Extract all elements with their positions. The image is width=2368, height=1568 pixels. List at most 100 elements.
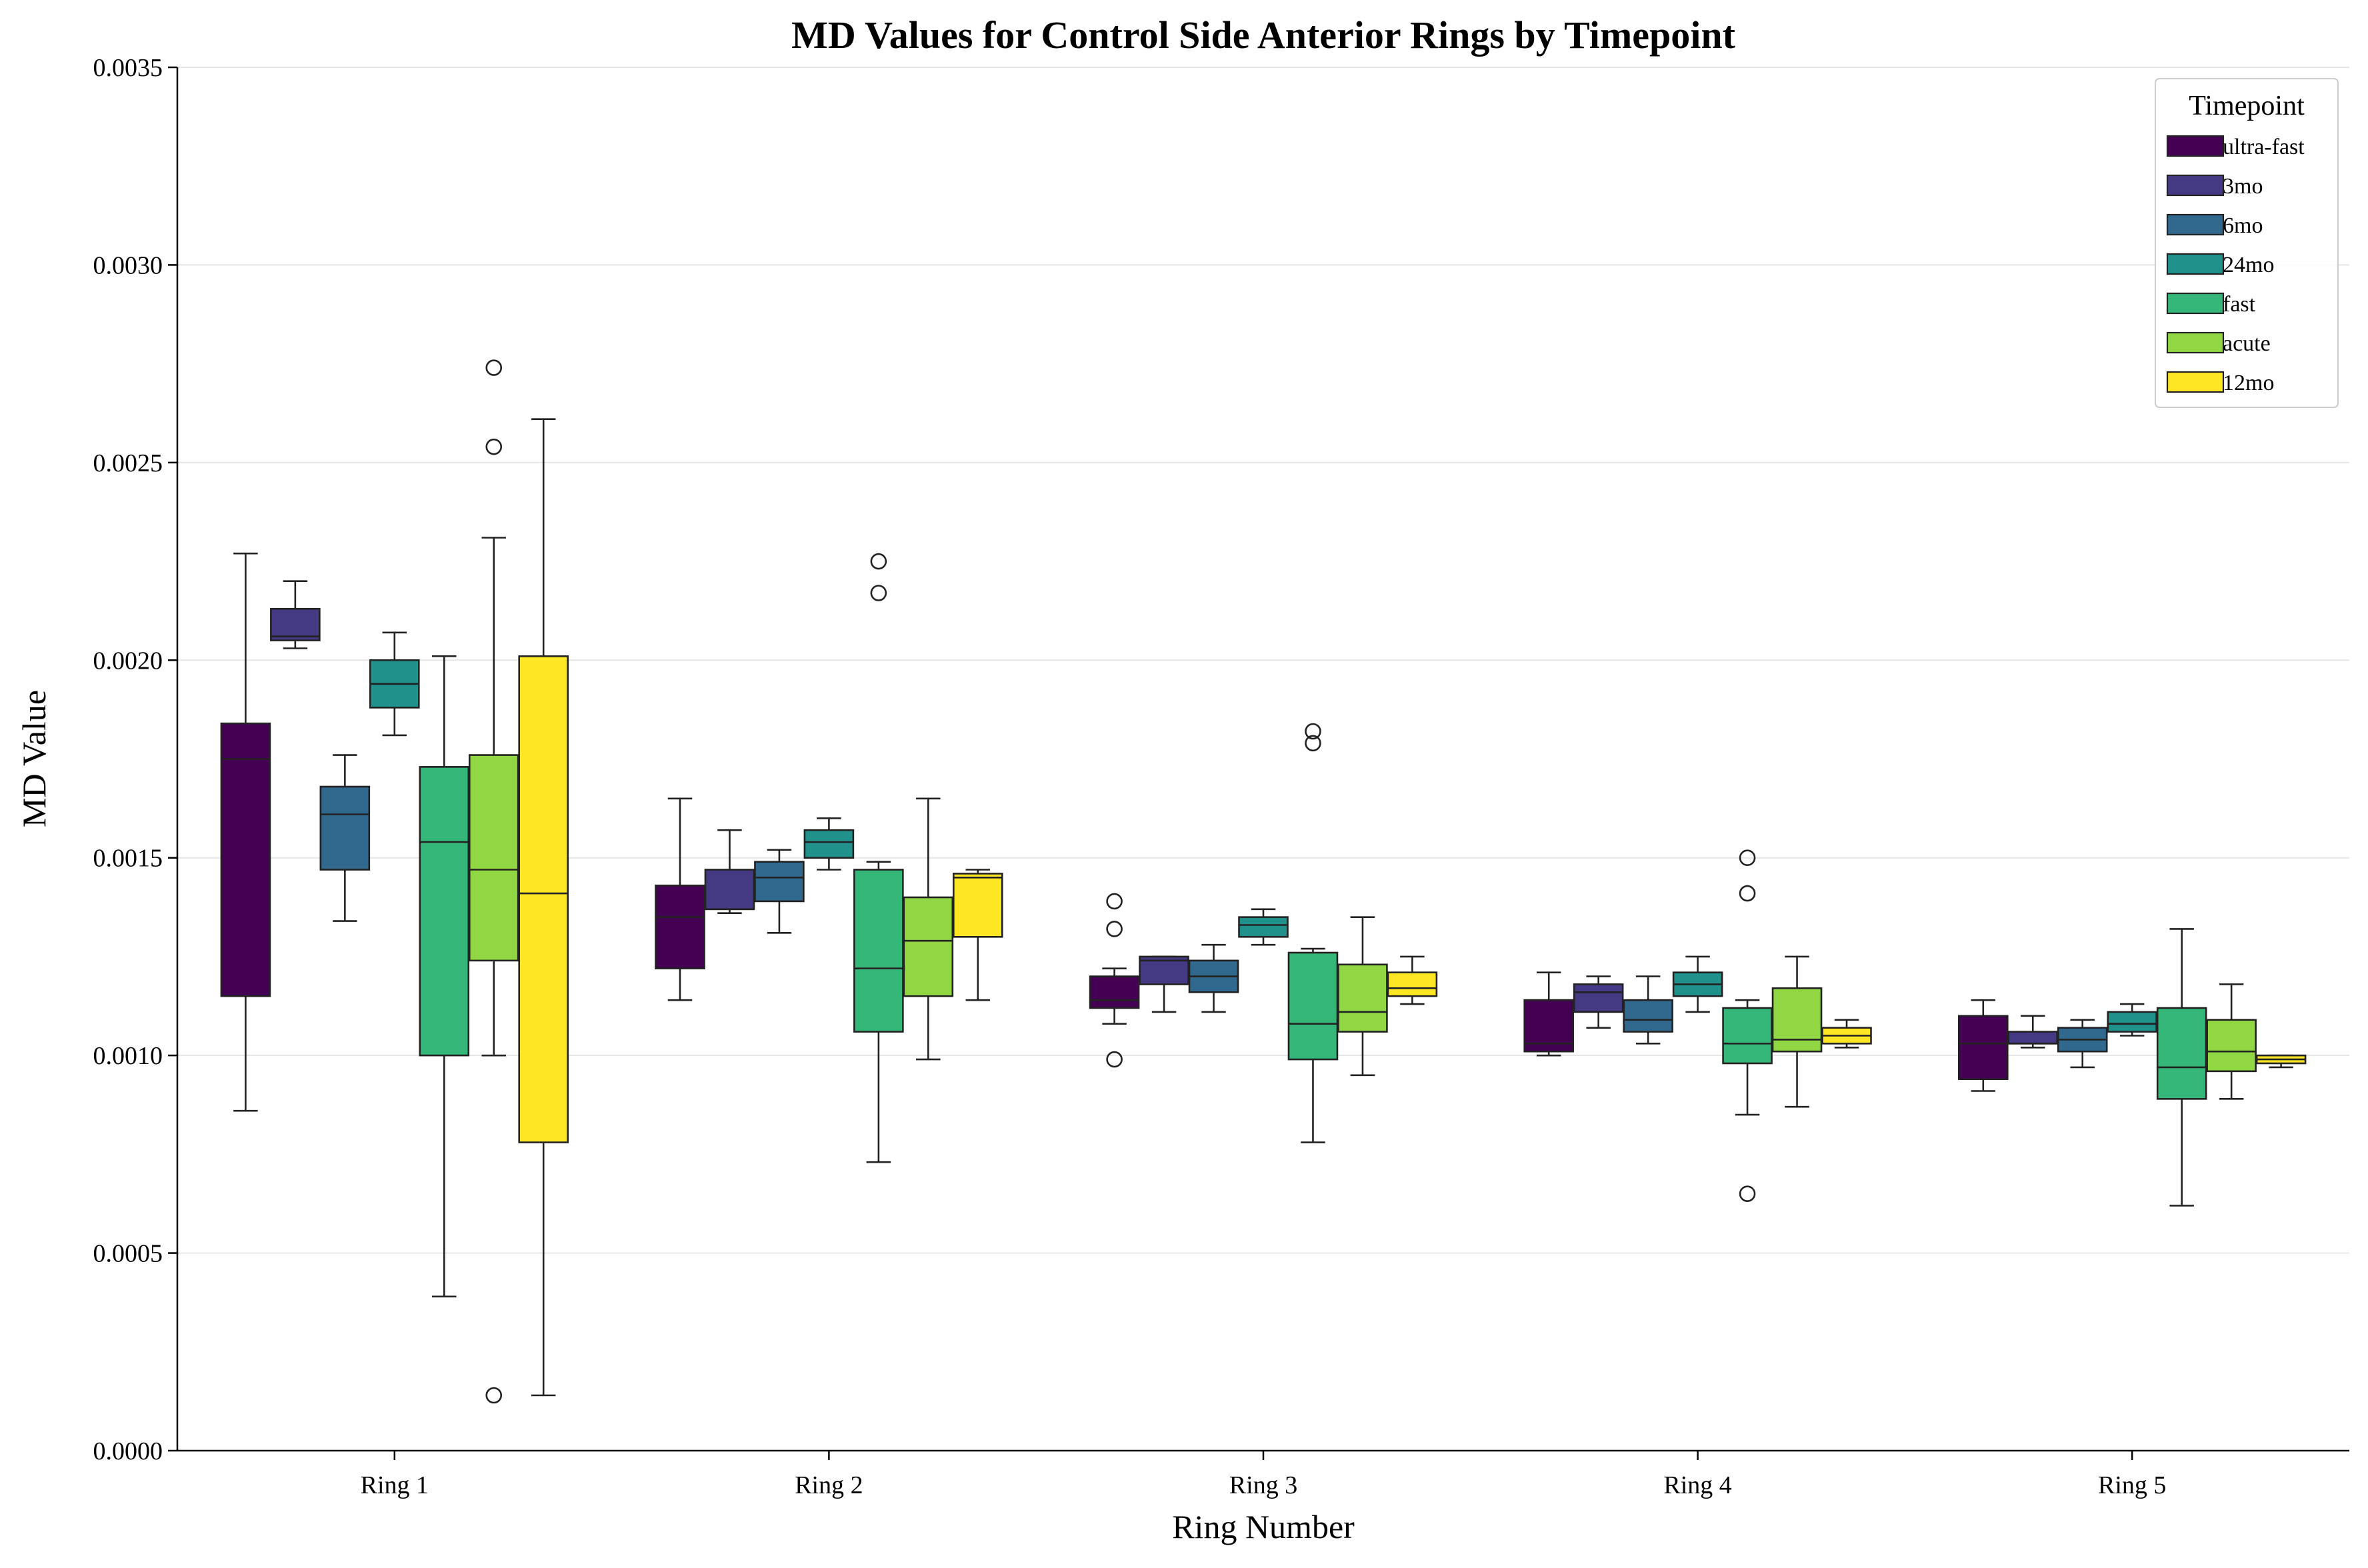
- box-6mo-ring-2: [754, 849, 805, 934]
- box-iqr: [1958, 1015, 2009, 1081]
- outlier-point: [1305, 723, 1321, 740]
- y-tick-label: 0.0025: [93, 449, 163, 477]
- x-tick-label: Ring 3: [1229, 1471, 1297, 1499]
- y-axis-label: MD Value: [15, 690, 53, 827]
- box-24mo-ring-1: [369, 631, 420, 737]
- y-tick-label: 0.0010: [93, 1042, 163, 1070]
- legend-item-ultra-fast: ultra-fast: [2166, 135, 2305, 159]
- box-acute-ring-3: [1337, 916, 1388, 1077]
- box-ultra-fast-ring-1: [220, 552, 271, 1112]
- outlier-point: [870, 553, 887, 570]
- box-24mo-ring-5: [2107, 1003, 2157, 1037]
- legend-item-12mo: 12mo: [2166, 371, 2274, 395]
- box-ultra-fast-ring-2: [655, 797, 705, 1001]
- box-12mo-ring-5: [2255, 1054, 2307, 1069]
- box-24mo-ring-3: [1238, 908, 1289, 946]
- box-iqr: [2156, 1007, 2207, 1100]
- box-3mo-ring-5: [2007, 1015, 2059, 1049]
- box-iqr: [1089, 975, 1140, 1009]
- box-iqr: [1387, 971, 1438, 997]
- legend-label: 12mo: [2223, 371, 2274, 395]
- box-acute-ring-5: [2206, 983, 2257, 1100]
- box-acute-ring-1: [468, 359, 519, 1404]
- box-iqr: [1771, 987, 1823, 1053]
- x-tick-label: Ring 1: [361, 1471, 429, 1499]
- box-3mo-ring-4: [1573, 975, 1624, 1029]
- box-iqr: [1573, 983, 1624, 1013]
- box-fast-ring-3: [1287, 723, 1339, 1143]
- box-iqr: [655, 884, 705, 970]
- box-12mo-ring-1: [518, 418, 569, 1397]
- box-ultra-fast-ring-4: [1523, 971, 1574, 1057]
- box-iqr: [754, 861, 805, 903]
- legend-title: Timepoint: [2189, 91, 2305, 121]
- box-6mo-ring-1: [319, 754, 371, 922]
- legend-swatch: [2166, 331, 2225, 354]
- legend-items: ultra-fast 3mo 6mo 24mo fast acute 12mo: [2166, 135, 2305, 395]
- outlier-point: [870, 585, 887, 601]
- legend-swatch: [2166, 292, 2225, 315]
- box-3mo-ring-3: [1139, 955, 1189, 1013]
- box-12mo-ring-4: [1821, 1019, 1872, 1049]
- box-iqr: [220, 722, 271, 997]
- box-iqr: [803, 829, 855, 859]
- box-iqr: [2206, 1019, 2257, 1073]
- outlier-point: [1106, 921, 1123, 937]
- x-tick-label: Ring 4: [1663, 1471, 1731, 1499]
- box-12mo-ring-2: [953, 869, 1003, 1001]
- legend-label: 24mo: [2223, 253, 2274, 277]
- box-3mo-ring-2: [704, 829, 755, 915]
- legend-item-fast: fast: [2166, 292, 2256, 317]
- box-fast-ring-5: [2156, 928, 2207, 1207]
- x-tick-label: Ring 2: [795, 1471, 863, 1499]
- outlier-point: [1739, 885, 1756, 902]
- box-iqr: [419, 766, 470, 1057]
- legend-label: 6mo: [2223, 213, 2263, 238]
- box-acute-ring-4: [1771, 955, 1823, 1108]
- legend-swatch: [2166, 253, 2225, 275]
- legend-label: 3mo: [2223, 174, 2263, 199]
- outlier-point: [485, 1387, 503, 1404]
- legend-item-acute: acute: [2166, 331, 2271, 356]
- outlier-point: [1739, 1185, 1756, 1202]
- box-iqr: [319, 785, 371, 871]
- box-groups: [220, 359, 2307, 1404]
- box-iqr: [903, 896, 954, 997]
- box-iqr: [518, 655, 569, 1143]
- box-24mo-ring-2: [803, 817, 855, 871]
- box-iqr: [1722, 1007, 1773, 1065]
- outlier-point: [1739, 849, 1756, 867]
- y-tick-label: 0.0020: [93, 647, 163, 675]
- legend-item-3mo: 3mo: [2166, 174, 2263, 199]
- outlier-point: [1106, 1051, 1123, 1068]
- outlier-point: [485, 359, 503, 376]
- box-ultra-fast-ring-5: [1958, 999, 2009, 1092]
- box-fast-ring-2: [853, 553, 904, 1163]
- box-iqr: [853, 869, 904, 1033]
- box-12mo-ring-3: [1387, 955, 1438, 1005]
- y-tick-label: 0.0005: [93, 1240, 163, 1268]
- y-tick-label: 0.0035: [93, 54, 163, 82]
- box-iqr: [953, 873, 1003, 938]
- y-tick-label: 0.0000: [93, 1437, 163, 1465]
- box-iqr: [1287, 951, 1339, 1061]
- outlier-point: [1106, 893, 1123, 910]
- box-iqr: [2007, 1031, 2059, 1045]
- legend-label: fast: [2223, 292, 2256, 317]
- legend-swatch: [2166, 371, 2225, 393]
- y-ticks: 0.0000 0.0005 0.0010 0.0015 0.0020 0.0025 0.00…: [93, 54, 177, 1465]
- legend-swatch: [2166, 213, 2225, 236]
- box-iqr: [704, 869, 755, 911]
- legend-label: ultra-fast: [2223, 135, 2305, 159]
- x-tick-label: Ring 5: [2098, 1471, 2166, 1499]
- box-iqr: [1337, 963, 1388, 1033]
- box-6mo-ring-5: [2057, 1019, 2108, 1069]
- box-6mo-ring-4: [1623, 975, 1673, 1045]
- box-ultra-fast-ring-3: [1089, 893, 1140, 1068]
- outlier-point: [485, 438, 503, 455]
- y-tick-label: 0.0030: [93, 251, 163, 279]
- box-iqr: [270, 607, 321, 641]
- x-ticks: Ring 1 Ring 2 Ring 3 Ring 4 Ring 5: [361, 1451, 2166, 1499]
- box-acute-ring-2: [903, 797, 954, 1061]
